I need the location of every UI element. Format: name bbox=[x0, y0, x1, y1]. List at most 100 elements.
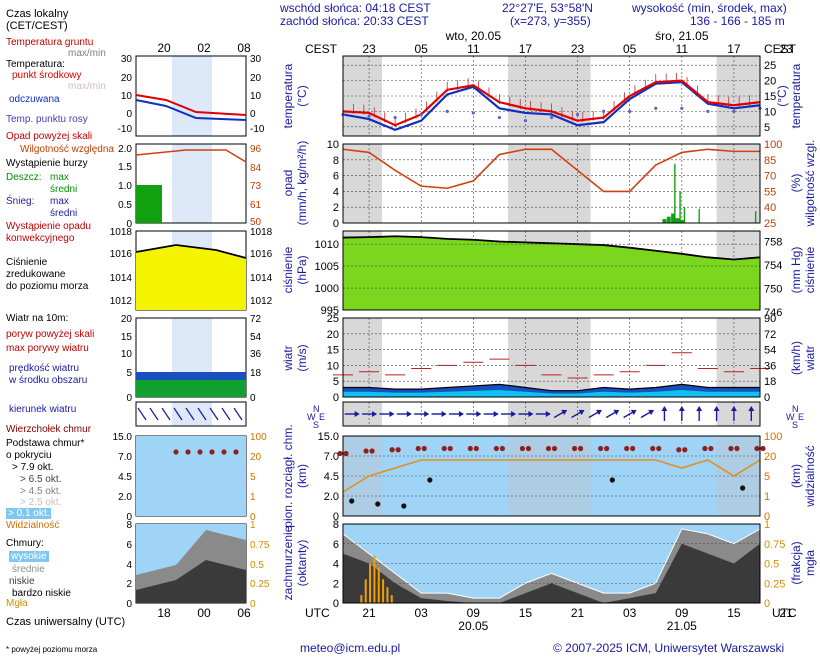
visibility-tick: 20 bbox=[764, 451, 776, 463]
left-cloud-top-dot bbox=[209, 449, 215, 455]
wind-compass-s: S bbox=[313, 420, 319, 430]
wind-direction-arrow bbox=[396, 411, 412, 417]
wind-tick: 25 bbox=[327, 313, 339, 325]
precip-tick: 0 bbox=[333, 218, 339, 230]
visibility-tick: 5 bbox=[764, 471, 770, 483]
axis-title-wind-r: wiatr bbox=[803, 345, 817, 371]
left-press-tick-r: 1018 bbox=[250, 227, 273, 238]
left-fog-tick: 0.75 bbox=[250, 540, 270, 551]
left-cloud-tick: 0 bbox=[126, 512, 132, 523]
left-cloud-top-dot bbox=[197, 449, 203, 455]
wind-direction-arrow bbox=[640, 409, 654, 419]
cloud-base-dot bbox=[740, 485, 746, 491]
day-label-1: wto, 20.05 bbox=[445, 29, 502, 43]
panel-border-dir bbox=[342, 401, 761, 427]
wind-direction-arrow bbox=[730, 406, 737, 421]
legend-temperature: Temperatura: bbox=[6, 59, 65, 70]
cloud-top-dot bbox=[363, 448, 369, 454]
left-cover-tick: 2 bbox=[126, 579, 132, 590]
axis-title-cloud-unit: (km) bbox=[295, 464, 309, 488]
axis-title-press-unit: (hPa) bbox=[295, 255, 309, 284]
footnote: * powyżej poziomu morza bbox=[6, 645, 98, 654]
mid-temperature-line bbox=[342, 79, 761, 127]
wind-direction-arrow bbox=[518, 411, 534, 417]
wind-kmh-tick: 72 bbox=[764, 329, 776, 341]
cloud-top-dot bbox=[734, 445, 740, 452]
wind-direction-arrow bbox=[431, 411, 447, 417]
cloud-top-dot bbox=[421, 445, 427, 452]
axis-title-vis-unit: (km) bbox=[789, 464, 803, 488]
legend-mid: średnie bbox=[12, 564, 45, 575]
utc-label-right: UTC bbox=[772, 606, 797, 620]
legend-clouds: Chmury: bbox=[6, 538, 44, 549]
left-hum-tick: 61 bbox=[250, 200, 262, 211]
wind-arrow-head bbox=[678, 406, 685, 411]
left-fog-tick: 0 bbox=[250, 599, 256, 610]
left-press-tick: 1018 bbox=[110, 227, 133, 238]
wind-compass-e-r: E bbox=[798, 412, 804, 422]
left-temp-tick-r: 0 bbox=[250, 109, 256, 120]
wind-direction-arrow bbox=[623, 409, 637, 419]
wind-arrow-head bbox=[354, 411, 360, 417]
temp-tick-right: 10 bbox=[764, 106, 776, 118]
wind-compass-e: E bbox=[319, 412, 325, 422]
cest-tick-label: 23 bbox=[362, 42, 376, 56]
pressure-tick: 1010 bbox=[315, 239, 339, 251]
wind-arrow-head bbox=[578, 409, 585, 416]
pressure-tick: 995 bbox=[321, 305, 339, 317]
dew-point-dot bbox=[706, 109, 710, 113]
axis-title-press-r: ciśnienie bbox=[803, 246, 817, 293]
wind-direction-arrow bbox=[553, 409, 568, 419]
temp-tick-right: 25 bbox=[764, 60, 776, 72]
wind-compass-n-r: N bbox=[792, 404, 799, 414]
left-temp-tick: 0 bbox=[126, 109, 132, 120]
legend-snow-max: max bbox=[50, 196, 69, 207]
axis-title-cover: zachmurzenie bbox=[281, 525, 295, 600]
cloud-top-dot bbox=[754, 445, 760, 452]
left-temp-tick-r: 30 bbox=[250, 54, 262, 65]
legend-okt3: > 4.5 okt. bbox=[20, 486, 62, 497]
pressure-mmhg-tick: 754 bbox=[764, 260, 782, 272]
left-cloud-tick: 7.0 bbox=[118, 452, 132, 463]
fog-bar bbox=[373, 555, 376, 603]
cloud-top-dot bbox=[343, 450, 349, 457]
utc-day-label-1: 20.05 bbox=[458, 619, 488, 633]
cest-tick-label: 05 bbox=[415, 42, 429, 56]
utc-tick-label: 21 bbox=[571, 606, 585, 620]
axis-title-hum: wilgotność wzgl. bbox=[803, 140, 817, 228]
wind-arrow-head bbox=[458, 411, 464, 417]
wind-direction-arrow bbox=[501, 411, 517, 417]
wind-kmh-tick: 36 bbox=[764, 360, 776, 372]
fog-bar bbox=[369, 563, 372, 603]
fog-tick: 0 bbox=[764, 598, 770, 610]
cover-tick: 6 bbox=[333, 539, 339, 551]
wind-arrow-head bbox=[493, 411, 499, 417]
cover-low-area bbox=[343, 543, 760, 603]
wind-direction-arrow bbox=[466, 411, 482, 417]
left-prec-tick: 2.0 bbox=[118, 144, 132, 155]
wind-compass-n: N bbox=[313, 404, 320, 414]
cloud-top-dot bbox=[337, 450, 343, 457]
utc-tick-label: 21 bbox=[362, 606, 376, 620]
left-wind-tick-r: 72 bbox=[250, 314, 262, 325]
cloud-top-dot bbox=[415, 445, 421, 452]
wind-arrow-head bbox=[406, 411, 412, 417]
cloud-tick: 15.0 bbox=[318, 431, 339, 443]
wind-arrow-head bbox=[372, 411, 378, 417]
left-wind-arrow bbox=[185, 407, 195, 421]
axis-title-fog-unit: (frakcja) bbox=[789, 541, 803, 584]
legend-pressure2: zredukowane bbox=[6, 269, 66, 280]
axis-title-temp-unit-r: (°C) bbox=[775, 85, 789, 106]
pressure-tick: 1005 bbox=[315, 261, 339, 273]
legend-time-local2: (CET/CEST) bbox=[6, 20, 68, 32]
left-temp-tick-r: -10 bbox=[250, 124, 265, 135]
temp-tick-right: 5 bbox=[764, 122, 770, 134]
utc-label-left: UTC bbox=[305, 606, 330, 620]
footer-email[interactable]: meteo@icm.edu.pl bbox=[300, 641, 401, 655]
left-vis-tick: 20 bbox=[250, 452, 262, 463]
left-wind-arrow bbox=[173, 407, 183, 421]
night-band-dir-2 bbox=[716, 402, 760, 426]
legend-humidity: Wilgotność względna bbox=[20, 144, 114, 155]
precip-tick: 6 bbox=[333, 171, 339, 183]
left-wind-arrow bbox=[233, 407, 243, 421]
